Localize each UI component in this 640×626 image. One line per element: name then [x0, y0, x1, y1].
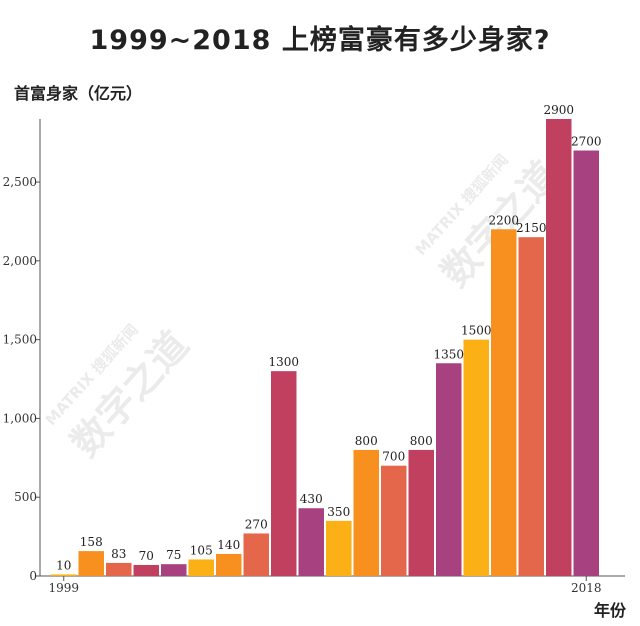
- bar: [298, 508, 324, 576]
- data-label: 140: [217, 538, 240, 552]
- bar: [326, 520, 352, 576]
- bar: [243, 533, 269, 576]
- data-label: 83: [111, 547, 126, 561]
- bar: [463, 339, 489, 576]
- bar: [491, 229, 517, 576]
- x-axis-title: 年份: [594, 601, 627, 620]
- data-label: 1350: [433, 347, 464, 361]
- bar: [161, 564, 187, 576]
- chart-title: 1999~2018 上榜富豪有多少身家?: [89, 25, 551, 56]
- data-label: 105: [190, 543, 213, 557]
- data-label: 700: [382, 450, 405, 464]
- bars: [51, 119, 599, 577]
- y-tick-label: 1,500: [3, 333, 37, 347]
- data-label: 2200: [488, 213, 519, 227]
- data-label: 800: [410, 434, 433, 448]
- data-label: 350: [327, 505, 350, 519]
- data-label: 430: [300, 492, 323, 506]
- bar: [408, 449, 434, 576]
- bar: [271, 371, 297, 576]
- y-tick-label: 1,000: [3, 411, 37, 425]
- y-axis: 0 500 1,000 1,500 2,000 2,500: [3, 119, 41, 583]
- data-label: 2150: [516, 221, 547, 235]
- data-label: 158: [80, 535, 103, 549]
- y-tick-label: 2,500: [3, 175, 37, 189]
- data-label: 1500: [461, 324, 492, 338]
- bar: [216, 553, 242, 576]
- bar: [353, 449, 379, 576]
- x-axis: 1999 2018: [40, 575, 625, 595]
- data-label: 270: [245, 517, 268, 531]
- bar: [51, 574, 77, 576]
- bar: [78, 551, 104, 576]
- bar: [518, 237, 544, 577]
- y-tick-label: 2,000: [3, 254, 37, 268]
- bar: [573, 150, 599, 576]
- data-label: 70: [139, 549, 154, 563]
- bar: [546, 119, 572, 576]
- bar: [106, 562, 132, 576]
- bar: [436, 363, 462, 576]
- data-label: 1300: [268, 355, 299, 369]
- y-tick-label: 0: [29, 569, 37, 583]
- data-label: 800: [355, 434, 378, 448]
- data-label: 10: [56, 558, 71, 572]
- data-label: 2700: [571, 135, 602, 149]
- bar: [381, 465, 407, 576]
- data-labels: 10 158 83 70 75 105 140 270 1300 430 350 800 700 800 1…: [56, 103, 601, 572]
- x-tick-label: 2018: [571, 581, 602, 595]
- data-label: 75: [166, 548, 181, 562]
- y-tick-label: 500: [14, 490, 37, 504]
- bar: [133, 564, 159, 576]
- y-axis-title: 首富身家（亿元）: [14, 84, 143, 103]
- x-tick-label: 1999: [48, 581, 79, 595]
- bar: [188, 559, 214, 576]
- data-label: 2900: [543, 103, 574, 117]
